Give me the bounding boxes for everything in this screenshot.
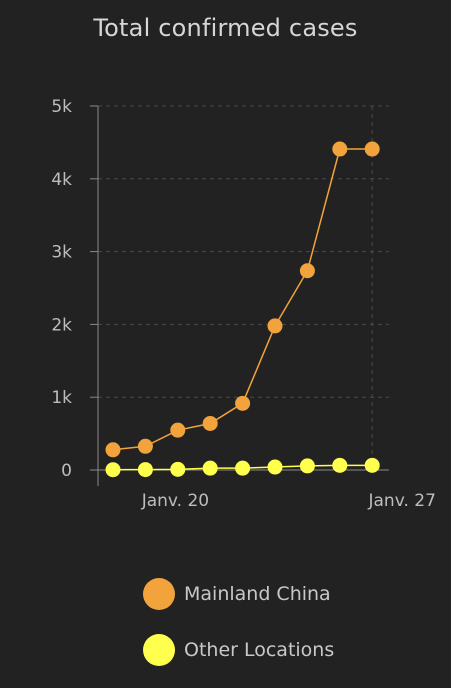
y-tick-label-2: 2k	[51, 315, 72, 335]
y-tick-label-5: 5k	[51, 97, 72, 117]
x-tick-label-0: Janv. 20	[141, 491, 209, 511]
data-point-other-locations-1[interactable]	[105, 462, 121, 478]
data-point-mainland-china-8[interactable]	[332, 141, 348, 157]
y-tick-label-1: 1k	[51, 388, 72, 408]
legend-item-mainland-china[interactable]: Mainland China	[143, 576, 334, 612]
data-point-mainland-china-9[interactable]	[364, 141, 380, 157]
data-point-other-locations-8[interactable]	[332, 457, 348, 473]
data-point-other-locations-5[interactable]	[235, 460, 251, 476]
legend-swatch-mainland-china	[143, 578, 175, 610]
line-chart: 0 1k 2k 3k 4k 5k Janv. 20 Janv. 27	[51, 97, 436, 511]
data-point-mainland-china-1[interactable]	[105, 442, 121, 458]
data-point-mainland-china-2[interactable]	[137, 438, 153, 454]
legend-label-mainland-china: Mainland China	[184, 583, 331, 605]
data-point-other-locations-2[interactable]	[137, 462, 153, 478]
y-tick-label-0: 0	[61, 461, 72, 481]
data-point-other-locations-7[interactable]	[299, 458, 315, 474]
legend-swatch-other-locations	[143, 634, 175, 666]
data-point-other-locations-3[interactable]	[170, 461, 186, 477]
data-point-mainland-china-5[interactable]	[235, 395, 251, 411]
chart-legend: Mainland China Other Locations	[143, 576, 334, 688]
data-point-mainland-china-3[interactable]	[170, 422, 186, 438]
data-point-mainland-china-7[interactable]	[299, 263, 315, 279]
data-point-other-locations-6[interactable]	[267, 459, 283, 475]
chart-title: Total confirmed cases	[93, 14, 358, 42]
legend-label-other-locations: Other Locations	[184, 639, 335, 661]
x-tick-label-1: Janv. 27	[368, 491, 436, 511]
data-point-mainland-china-4[interactable]	[202, 415, 218, 431]
data-point-mainland-china-6[interactable]	[267, 318, 283, 334]
y-tick-label-4: 4k	[51, 170, 72, 190]
data-point-other-locations-4[interactable]	[202, 460, 218, 476]
y-tick-label-3: 3k	[51, 243, 72, 263]
legend-item-other-locations[interactable]: Other Locations	[143, 632, 334, 668]
data-point-other-locations-9[interactable]	[364, 457, 380, 473]
